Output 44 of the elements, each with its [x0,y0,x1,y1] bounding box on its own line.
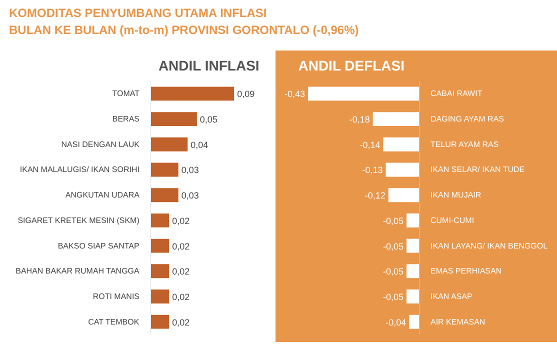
data-label: -0,13 [362,165,383,176]
y-tick-label: IKAN ASAP [430,292,472,301]
data-label: -0,43 [284,89,306,100]
y-tick-label: CAT TEMBOK [88,317,140,326]
data-label: 0,04 [190,140,208,150]
data-label: -0,05 [383,292,404,302]
y-tick-label: IKAN MALALUGIS/ IKAN SORIHI [20,165,140,174]
data-label: 0,02 [172,266,190,277]
data-label: -0,05 [383,241,404,252]
text: KOMODITAS PENYUMBANG UTAMA INFLASI [9,6,267,20]
y-tick-label: IKAN SELAR/ IKAN TUDE [430,165,525,174]
y-tick-label: EMAS PERHIASAN [430,266,502,276]
data-label: 0,05 [200,114,218,125]
y-tick-label: CUMI-CUMI [430,216,474,225]
data-label: -0,04 [386,317,406,328]
y-tick-label: AIR KEMASAN [430,317,486,326]
data-label: -0,12 [364,190,386,201]
data-label: 0,09 [237,89,255,100]
y-tick-label: ROTI MANIS [92,292,140,301]
data-label: 0,03 [181,190,199,201]
y-tick-label: BAHAN BAKAR RUMAH TANGGA [16,266,140,276]
y-tick-label: TELUR AYAM RAS [430,140,499,149]
data-label: -0,14 [360,140,380,150]
data-label: 0,03 [181,165,199,176]
y-tick-label: IKAN MUJAIR [430,190,482,200]
y-tick-label: SIGARET KRETEK MESIN (SKM) [18,216,140,225]
text: BULAN KE BULAN (m-to-m) PROVINSI GORONTALO (-0,96%) [9,23,359,37]
y-tick-label: BERAS [112,114,140,124]
data-label: 0,02 [172,241,190,252]
chart-title: ANDIL DEFLASI [298,58,405,74]
y-tick-label: ANGKUTAN UDARA [65,190,140,200]
y-tick-label: IKAN LAYANG/ IKAN BENGGOL [430,241,548,250]
data-label: -0,05 [383,216,404,226]
data-label: 0,02 [172,292,190,302]
data-label: 0,02 [172,216,190,226]
chart-title: ANDIL INFLASI [158,58,260,74]
y-tick-label: NASI DENGAN LAUK [61,140,140,149]
data-label: 0,02 [172,317,190,328]
y-tick-label: CABAI RAWIT [430,89,482,98]
y-tick-label: DAGING AYAM RAS [430,114,504,124]
data-label: -0,05 [383,266,404,277]
data-label: -0,18 [349,114,370,125]
y-tick-label: TOMAT [112,89,140,98]
y-tick-label: BAKSO SIAP SANTAP [58,241,140,250]
